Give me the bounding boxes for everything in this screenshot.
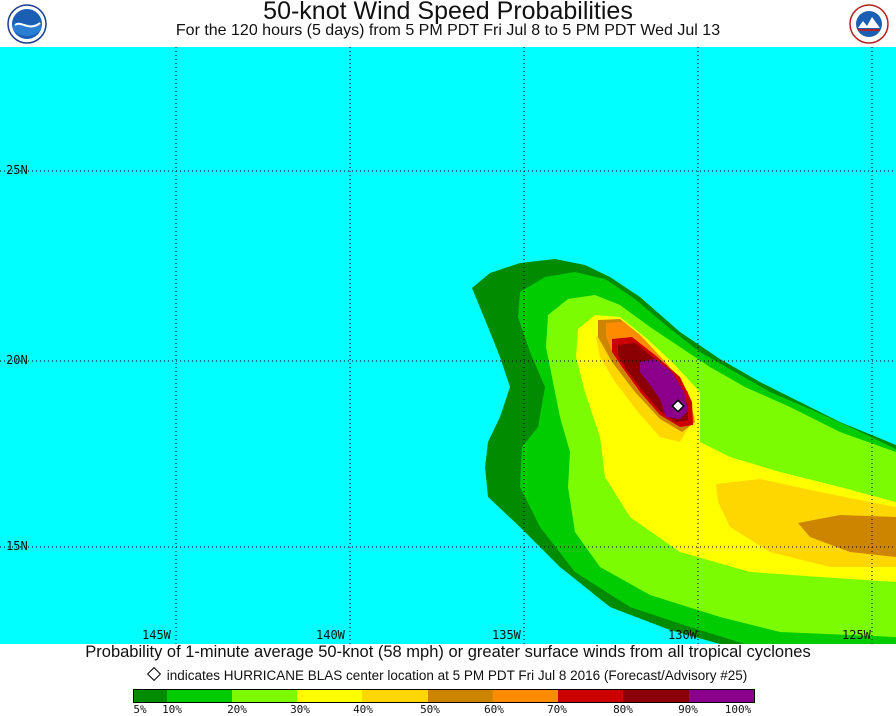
longitude-label-140w: 140W bbox=[316, 628, 345, 642]
storm-center-marker bbox=[671, 399, 685, 413]
longitude-label-145w: 145W bbox=[142, 628, 171, 642]
probability-legend bbox=[133, 689, 755, 703]
legend-label: 30% bbox=[290, 703, 310, 716]
legend-swatch bbox=[558, 690, 624, 702]
legend-label: 80% bbox=[613, 703, 633, 716]
legend-swatch bbox=[623, 690, 689, 702]
latitude-label-20n: 20N bbox=[6, 353, 28, 367]
legend-label: 50% bbox=[420, 703, 440, 716]
legend-swatch bbox=[688, 690, 755, 702]
longitude-label-125w: 125W bbox=[842, 628, 871, 642]
longitude-label-130w: 130W bbox=[668, 628, 697, 642]
legend-swatch bbox=[231, 690, 298, 702]
chart-title: 50-knot Wind Speed Probabilities bbox=[263, 0, 633, 25]
legend-label: 40% bbox=[353, 703, 373, 716]
latitude-label-15n: 15N bbox=[6, 539, 28, 553]
legend-swatch bbox=[427, 690, 493, 702]
legend-label: 20% bbox=[227, 703, 247, 716]
storm-center-note: indicates HURRICANE BLAS center location… bbox=[0, 666, 896, 683]
legend-swatch bbox=[362, 690, 428, 702]
legend-swatch bbox=[134, 690, 167, 702]
legend-swatch bbox=[166, 690, 232, 702]
latitude-gridlines bbox=[0, 170, 896, 548]
longitude-label-135w: 135W bbox=[492, 628, 521, 642]
legend-label: 60% bbox=[484, 703, 504, 716]
probability-map bbox=[0, 47, 896, 644]
legend-label: 5% bbox=[133, 703, 147, 716]
storm-center-legend-icon bbox=[146, 666, 161, 682]
legend-label: 100% bbox=[724, 703, 752, 716]
legend-label: 90% bbox=[678, 703, 698, 716]
legend-label: 70% bbox=[547, 703, 567, 716]
legend-swatch bbox=[297, 690, 363, 702]
probability-description: Probability of 1-minute average 50-knot … bbox=[85, 643, 811, 661]
latitude-label-25n: 25N bbox=[6, 163, 28, 177]
storm-center-note-text: indicates HURRICANE BLAS center location… bbox=[166, 668, 748, 683]
legend-swatch bbox=[492, 690, 559, 702]
chart-subtitle: For the 120 hours (5 days) from 5 PM PDT… bbox=[175, 22, 721, 39]
noaa-logo bbox=[7, 4, 47, 44]
contour-50pct-east bbox=[798, 515, 896, 557]
national-weather-service-logo bbox=[849, 4, 889, 44]
legend-label: 10% bbox=[162, 703, 182, 716]
